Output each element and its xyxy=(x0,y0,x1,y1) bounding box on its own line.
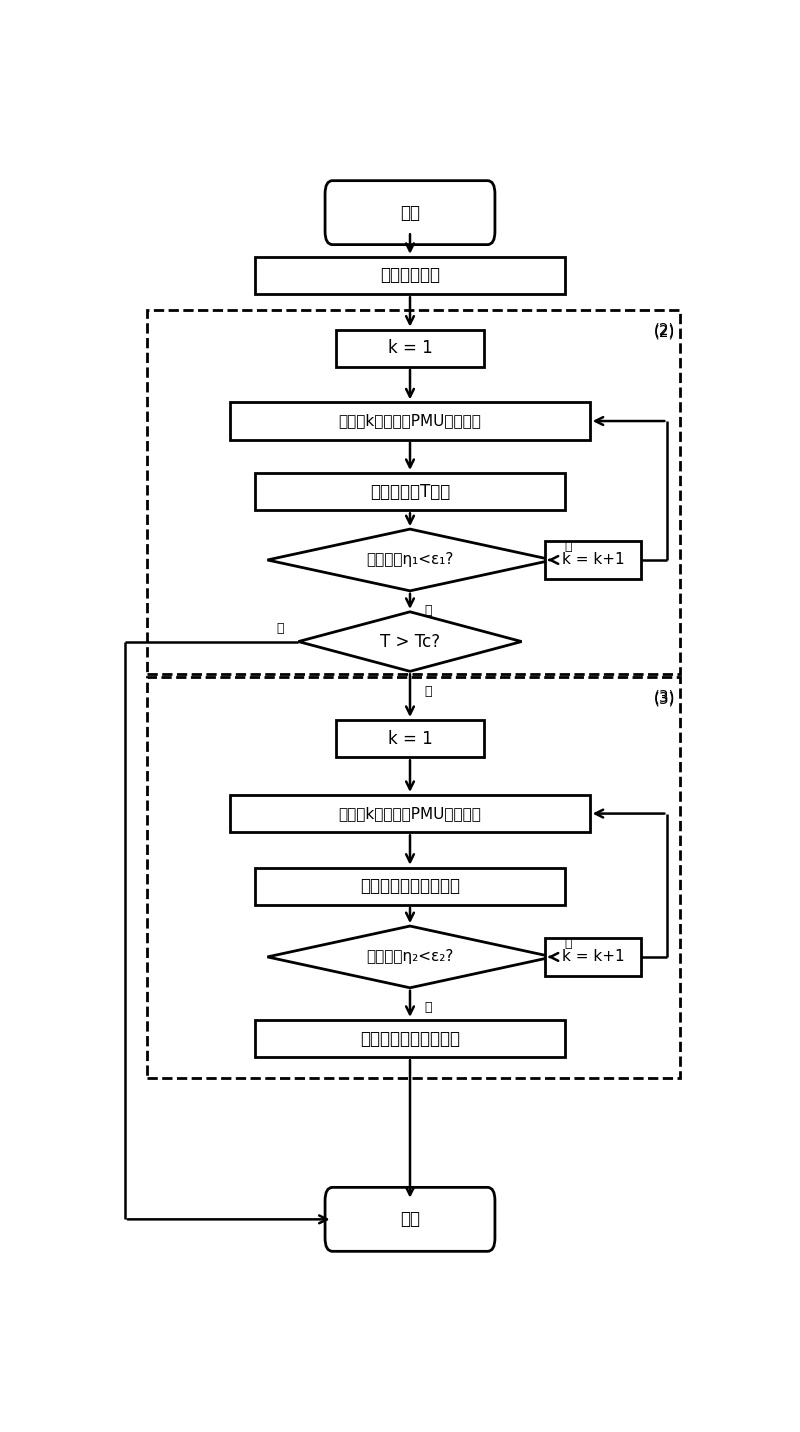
Text: 否: 否 xyxy=(564,540,572,553)
Text: 输入基本数据: 输入基本数据 xyxy=(380,266,440,285)
Text: 读入第k个时段的PMU量测数据: 读入第k个时段的PMU量测数据 xyxy=(338,414,482,428)
Bar xyxy=(255,256,565,294)
Text: (3): (3) xyxy=(654,689,675,705)
Bar xyxy=(230,795,590,832)
Bar xyxy=(336,720,485,758)
Bar xyxy=(255,868,565,905)
Text: 计算线路的T指标: 计算线路的T指标 xyxy=(370,483,450,501)
Text: 方差系数η₁<ε₁?: 方差系数η₁<ε₁? xyxy=(366,553,454,567)
Text: 输出线路参数的估计值: 输出线路参数的估计值 xyxy=(360,1030,460,1048)
Text: (2): (2) xyxy=(654,322,675,337)
Text: 是: 是 xyxy=(425,1001,432,1014)
Text: (2): (2) xyxy=(654,324,675,339)
Text: k = k+1: k = k+1 xyxy=(562,949,624,964)
Text: (3): (3) xyxy=(654,692,675,706)
Polygon shape xyxy=(267,528,553,591)
Polygon shape xyxy=(267,927,553,988)
Text: 开始: 开始 xyxy=(400,203,420,222)
FancyBboxPatch shape xyxy=(325,1187,495,1252)
Bar xyxy=(545,938,641,975)
Text: 读入第k个时段的PMU量测数据: 读入第k个时段的PMU量测数据 xyxy=(338,806,482,821)
Bar xyxy=(545,541,641,579)
Text: 是: 是 xyxy=(425,684,432,697)
Text: T > Tc?: T > Tc? xyxy=(380,633,440,650)
Polygon shape xyxy=(298,611,522,672)
Text: 是: 是 xyxy=(425,604,432,617)
Text: 结束: 结束 xyxy=(400,1210,420,1229)
Text: k = k+1: k = k+1 xyxy=(562,553,624,567)
Text: k = 1: k = 1 xyxy=(388,339,432,357)
Bar xyxy=(146,309,680,673)
Bar xyxy=(230,402,590,440)
Text: k = 1: k = 1 xyxy=(388,729,432,748)
Text: 方差系数η₂<ε₂?: 方差系数η₂<ε₂? xyxy=(366,949,454,964)
Text: 计算线路参数的估计值: 计算线路参数的估计值 xyxy=(360,878,460,895)
Text: 否: 否 xyxy=(564,937,572,951)
Bar xyxy=(146,677,680,1078)
FancyBboxPatch shape xyxy=(325,180,495,245)
Bar xyxy=(255,1020,565,1057)
Bar xyxy=(255,473,565,510)
Text: 否: 否 xyxy=(276,621,283,634)
Bar xyxy=(336,329,485,367)
